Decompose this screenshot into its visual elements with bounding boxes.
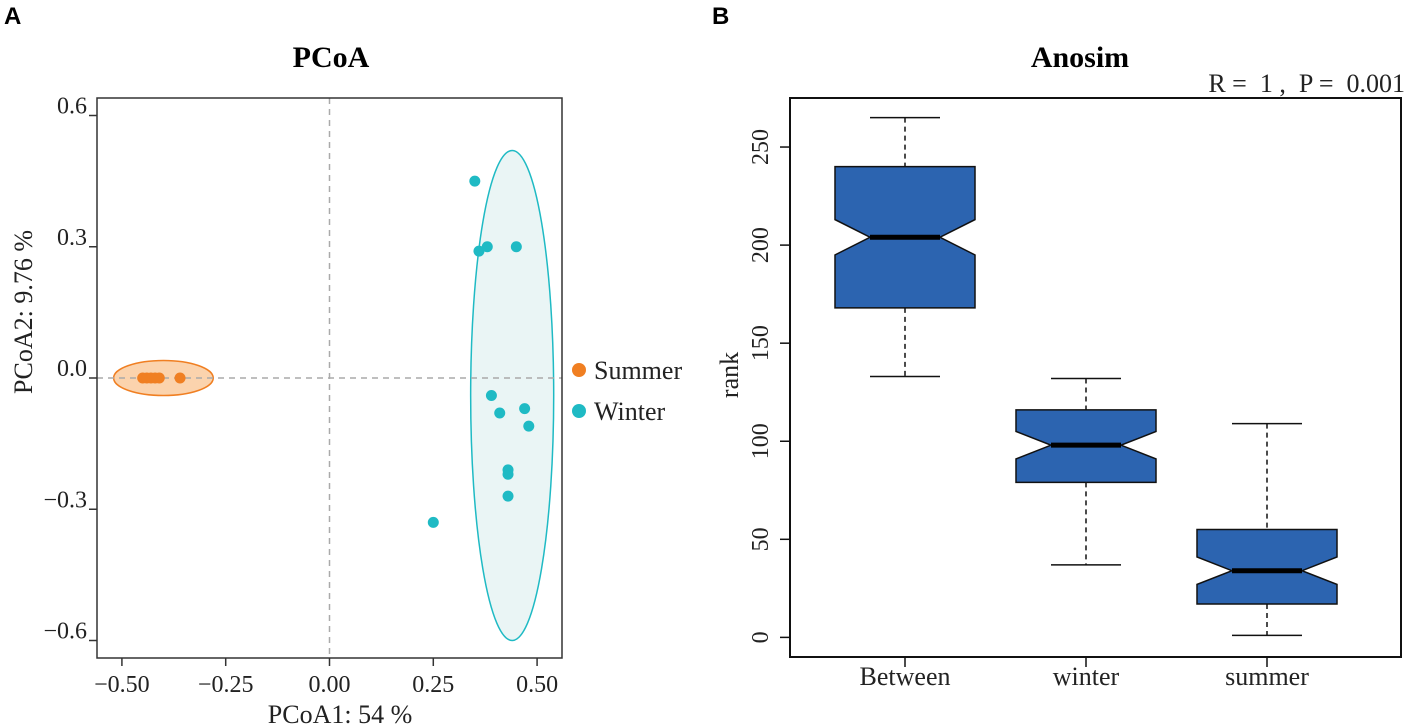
pcoa-panel: A PCoA −0.50 −0.25 0.00 0.25 0.50 0.6 0.3 0.0 −…: [4, 3, 682, 728]
legend-label-winter: Winter: [594, 397, 665, 426]
x-tick-label-winter: winter: [1053, 662, 1120, 691]
anosim-x-ticks: Between winter summer: [860, 657, 1309, 691]
confidence-ellipse-winter: [469, 149, 555, 642]
pcoa-reference-lines: [97, 98, 562, 658]
data-point-winter: [502, 490, 514, 502]
y-tick-label: 0.3: [57, 225, 87, 251]
pcoa-points: [137, 175, 535, 528]
data-point-summer: [174, 372, 186, 384]
x-tick-label: 0.25: [412, 672, 454, 698]
data-point-winter: [523, 420, 535, 432]
x-tick-label-summer: summer: [1225, 662, 1309, 691]
data-point-winter: [502, 468, 514, 480]
anosim-panel: B Anosim R = 1 , P = 0.001 0 50 100 150 200 2…: [712, 3, 1405, 691]
data-point-winter: [519, 403, 531, 415]
y-tick-label: −0.3: [43, 487, 87, 513]
notched-box-summer: [1196, 528, 1338, 605]
legend-label-summer: Summer: [594, 356, 682, 385]
y-tick-label: 100: [748, 423, 774, 459]
y-tick-label: 50: [748, 527, 774, 551]
x-tick-label: −0.25: [198, 672, 254, 698]
data-point-winter: [494, 407, 506, 419]
pcoa-y-ticks: 0.6 0.3 0.0 −0.3 −0.6: [43, 94, 97, 645]
y-tick-label: 0.0: [57, 356, 87, 382]
legend-marker-winter: [572, 404, 586, 418]
pcoa-ellipses: [112, 149, 555, 642]
pcoa-title: PCoA: [293, 41, 370, 74]
x-tick-label-between: Between: [860, 662, 951, 691]
data-point-winter: [469, 175, 481, 187]
data-point-winter: [485, 390, 497, 401]
pcoa-legend: Summer Winter: [572, 356, 682, 426]
pcoa-x-ticks: −0.50 −0.25 0.00 0.25 0.50: [94, 658, 558, 698]
x-tick-label: −0.50: [94, 672, 150, 698]
x-tick-label: 0.50: [516, 672, 558, 698]
anosim-y-axis-label: rank: [715, 352, 744, 398]
data-point-winter: [510, 241, 522, 253]
y-tick-label: 0: [748, 631, 774, 643]
y-tick-label: 250: [748, 129, 774, 165]
y-tick-label: 0.6: [57, 94, 87, 120]
anosim-boxes: [834, 116, 1338, 637]
anosim-title: Anosim: [1031, 41, 1129, 74]
anosim-y-ticks: 0 50 100 150 200 250: [748, 129, 790, 643]
y-tick-label: 150: [748, 325, 774, 361]
data-point-winter: [473, 245, 485, 257]
data-point-winter: [427, 516, 439, 528]
anosim-statistics: R = 1 , P = 0.001: [1208, 69, 1405, 98]
y-tick-label: −0.6: [43, 619, 87, 645]
anosim-plot-frame: [789, 97, 1402, 658]
data-point-winter: [481, 241, 493, 253]
data-point-summer: [153, 372, 165, 384]
panel-letter-b: B: [712, 3, 729, 30]
y-tick-label: 200: [748, 227, 774, 263]
pcoa-x-axis-label: PCoA1: 54 %: [268, 700, 412, 728]
legend-marker-summer: [572, 363, 586, 377]
x-tick-label: 0.00: [309, 672, 351, 698]
panel-letter-a: A: [4, 3, 21, 30]
pcoa-y-axis-label: PCoA2: 9.76 %: [9, 230, 38, 394]
